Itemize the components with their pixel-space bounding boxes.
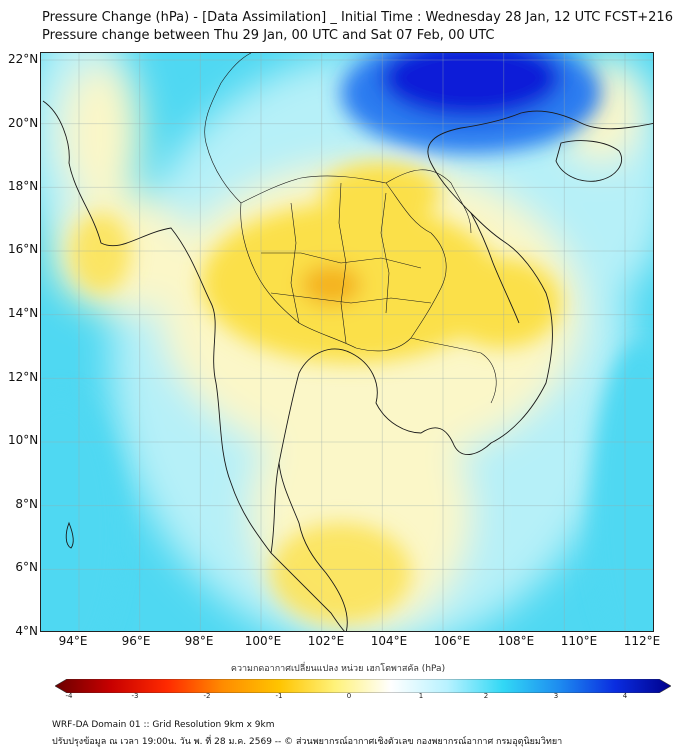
colorbar-tick: -2 [203,692,211,700]
colorbar-tick: 0 [346,692,352,700]
field-cyan-east [591,343,653,631]
border-internal-2 [270,292,432,304]
border-internal-5 [380,192,390,314]
grid-lines [41,53,653,631]
field-deep-blue [381,53,561,118]
field-yellow-north [321,163,441,223]
border-thailand [240,175,447,352]
field-yellow-east [441,258,561,348]
coastlines [42,100,653,631]
lon-label-104: 104°E [370,634,408,648]
field-cyan-west [41,393,121,631]
lat-label-18: 18°N [8,179,39,193]
colorbar-tick: 1 [418,692,424,700]
colorbar-tick: -3 [131,692,139,700]
chart-title: Pressure Change (hPa) - [Data Assimilati… [42,10,673,25]
coastline-myanmar-west [42,100,345,631]
lon-label-106: 106°E [433,634,471,648]
colorbar-bar [55,679,671,693]
field-yellow-south [271,523,411,623]
pressure-change-map [40,52,654,632]
border-internal-3 [290,202,300,324]
border-cambodia [410,337,497,404]
lon-label-96: 96°E [121,634,151,648]
lon-label-98: 98°E [184,634,214,648]
lon-label-112: 112°E [623,634,661,648]
lat-label-14: 14°N [8,306,39,320]
coastline-malay [278,462,348,631]
lat-label-16: 16°N [8,242,39,256]
footer-domain-info: WRF-DA Domain 01 :: Grid Resolution 9km … [52,720,275,730]
coastline-vietnam [470,212,520,324]
colorbar-tick: 2 [483,692,489,700]
field-orange-core [301,265,361,305]
lon-label-94: 94°E [58,634,88,648]
pressure-field-core [41,53,653,631]
colorbar-tick: -1 [275,692,283,700]
lat-label-22: 22°N [8,52,39,66]
field-pale-yellow-west [61,63,141,203]
lon-label-110: 110°E [560,634,598,648]
border-laos [385,169,472,234]
province-borders [204,53,497,404]
map-canvas [41,53,653,631]
chart-subtitle: Pressure change between Thu 29 Jan, 00 U… [42,28,495,43]
lat-label-10: 10°N [8,433,39,447]
lon-label-100: 100°E [244,634,282,648]
coastline-andaman [65,521,74,549]
lon-label-108: 108°E [497,634,535,648]
colorbar-tick: 3 [553,692,559,700]
colorbar-tick: -4 [65,692,73,700]
coastline-gulf-thailand [270,110,653,554]
colorbar [55,679,671,693]
border-internal-4 [338,182,347,344]
border-myanmar [204,53,252,204]
lat-label-8: 8°N [15,497,38,511]
coastline-hainan [555,140,623,182]
footer-update-info: ปรับปรุงข้อมูล ณ เวลา 19:00น. วัน พ. ที่… [52,737,563,747]
lon-label-102: 102°E [307,634,345,648]
lat-label-6: 6°N [15,560,38,574]
field-yellow-west [71,213,131,293]
lat-label-20: 20°N [8,116,39,130]
border-internal-1 [261,252,422,269]
lat-label-12: 12°N [8,370,39,384]
lat-label-4: 4°N [15,624,38,638]
colorbar-title: ความกดอากาศเปลี่ยนแปลง หน่วย เฮกโตพาสคัล… [230,664,446,674]
colorbar-tick: 4 [622,692,628,700]
